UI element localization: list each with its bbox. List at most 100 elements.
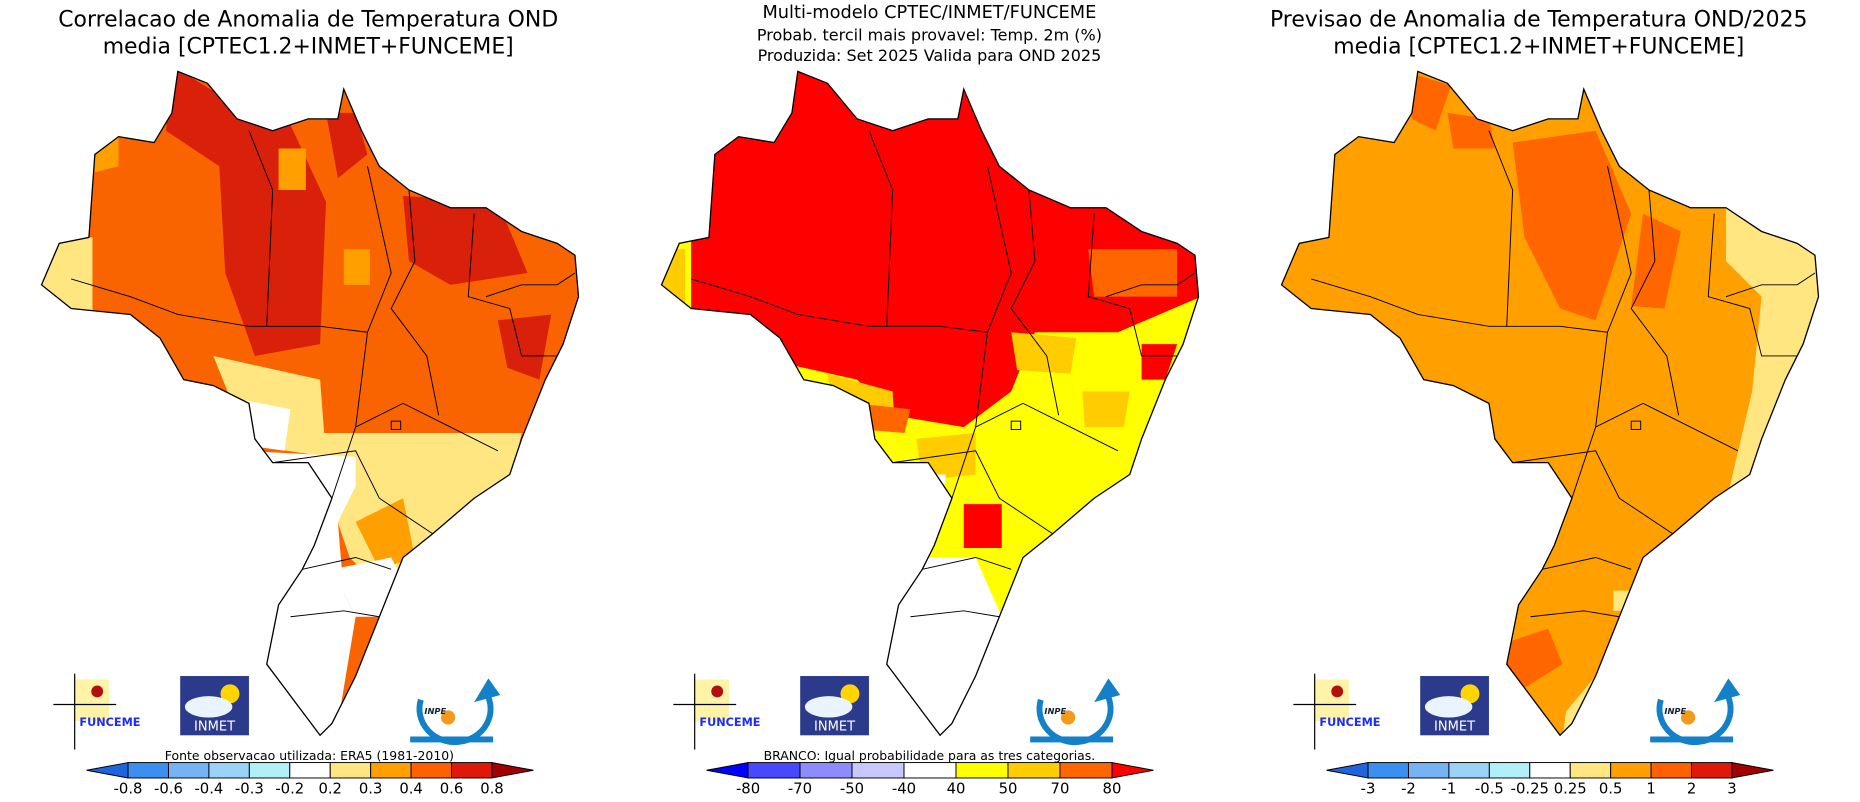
map-region-high	[1447, 112, 1495, 149]
map-region-high	[1088, 249, 1178, 297]
colorbar-swatch	[1569, 762, 1612, 779]
probability-map-panel: Multi-modelo CPTEC/INMET/FUNCEME Probab.…	[620, 0, 1240, 802]
map-region-high	[403, 195, 528, 285]
map-region-high	[1405, 71, 1452, 131]
map-region-high	[497, 314, 552, 380]
map-region-mid	[916, 433, 976, 481]
colorbar-tick-label: -2	[1401, 780, 1416, 797]
map-region-high	[165, 71, 327, 356]
colorbar-swatch	[370, 762, 412, 779]
colorbar-tick-label: 80	[1103, 780, 1122, 797]
colorbar-swatch	[955, 762, 1009, 779]
svg-text:INMET: INMET	[1434, 720, 1475, 735]
forecast-map: Previsao de Anomalia de Temperatura OND/…	[1270, 7, 1820, 797]
colorbar-tick-label: -0.25	[1511, 780, 1549, 797]
map-title-line1: Previsao de Anomalia de Temperatura OND/…	[1270, 7, 1808, 32]
svg-text:INMET: INMET	[814, 720, 855, 735]
colorbar-swatch	[903, 762, 957, 779]
colorbar: -80 -70 -50 -40 40 50 70 80	[706, 761, 1154, 797]
colorbar-swatch	[1407, 762, 1450, 779]
colorbar-swatch	[208, 762, 250, 779]
map-title-line2: media [CPTEC1.2+INMET+FUNCEME]	[103, 35, 514, 60]
map-title-line3: Produzida: Set 2025 Valida para OND 2025	[758, 46, 1102, 65]
colorbar-tick-label: -80	[736, 780, 760, 797]
map-title-line1: Correlacao de Anomalia de Temperatura ON…	[58, 7, 558, 32]
colorbar-tick-label: -0.4	[194, 780, 223, 797]
colorbar-swatch	[1007, 762, 1061, 779]
inmet-logo: INMET	[180, 676, 249, 736]
colorbar-swatch	[329, 762, 372, 779]
map-region-none	[892, 510, 919, 537]
inpe-logo: INPE	[1030, 678, 1121, 745]
colorbar-swatch	[1488, 762, 1531, 779]
data-source-note: Fonte observacao utilizada: ERA5 (1981-2…	[165, 748, 454, 763]
colorbar-over-triangle	[1731, 761, 1774, 779]
map-region-mid	[355, 498, 415, 570]
colorbar-swatch	[1691, 762, 1733, 779]
colorbar-swatch	[1610, 762, 1652, 779]
map-region-mid	[679, 130, 709, 179]
colorbar-over-triangle	[491, 761, 534, 779]
inpe-logo: INPE	[1650, 678, 1741, 745]
legend-note: BRANCO: Igual probabilidade para as tres…	[764, 748, 1096, 763]
map-region-high	[1512, 130, 1632, 321]
colorbar: -0.8 -0.6 -0.4 -0.3 -0.2 0.2 0.3 0.4 0.6 0.8	[86, 761, 534, 797]
colorbar-under-triangle	[86, 761, 129, 779]
colorbar-tick-label: 2	[1687, 780, 1696, 797]
colorbar-over-triangle	[1111, 761, 1154, 779]
colorbar-swatch	[1367, 762, 1409, 779]
colorbar-tick-label: 3	[1727, 780, 1736, 797]
forecast-map-panel: Previsao de Anomalia de Temperatura OND/…	[1240, 0, 1860, 802]
colorbar-swatch	[248, 762, 291, 779]
colorbar-swatch	[289, 762, 331, 779]
svg-text:INPE: INPE	[1044, 706, 1066, 716]
colorbar-swatch	[851, 762, 905, 779]
map-region-mid	[1082, 391, 1130, 428]
colorbar-tick-label: -1	[1442, 780, 1457, 797]
colorbar-swatch	[747, 762, 801, 779]
colorbar-swatch	[1650, 762, 1693, 779]
colorbar-under-triangle	[1326, 761, 1369, 779]
map-title-line1: Multi-modelo CPTEC/INMET/FUNCEME	[762, 2, 1096, 23]
svg-text:FUNCEME: FUNCEME	[699, 716, 760, 729]
map-region-none	[857, 557, 1002, 736]
map-region-high	[1500, 581, 1516, 605]
map-region-none	[916, 474, 947, 499]
svg-text:FUNCEME: FUNCEME	[79, 716, 140, 729]
map-region-mid	[278, 148, 306, 190]
colorbar-swatch	[1529, 762, 1571, 779]
svg-text:INPE: INPE	[424, 706, 446, 716]
colorbar-tick-label: -40	[892, 780, 916, 797]
funceme-logo: FUNCEME	[673, 673, 760, 750]
svg-text:INPE: INPE	[1664, 706, 1686, 716]
svg-text:INMET: INMET	[194, 720, 235, 735]
colorbar-swatch	[127, 762, 169, 779]
colorbar-tick-label: 0.3	[359, 780, 383, 797]
map-region-high	[1631, 213, 1681, 309]
map-region-mid	[1011, 332, 1077, 374]
colorbar-tick-label: -0.6	[154, 780, 183, 797]
colorbar-under-triangle	[706, 761, 749, 779]
colorbar-tick-label: 50	[999, 780, 1018, 797]
map-region-mid	[661, 249, 686, 303]
map-region-high	[326, 112, 368, 179]
colorbar-tick-label: 70	[1051, 780, 1070, 797]
map-region-base	[963, 504, 1002, 548]
inpe-logo: INPE	[410, 678, 501, 745]
colorbar-tick-label: 0.25	[1554, 780, 1587, 797]
correlation-map-panel: Correlacao de Anomalia de Temperatura ON…	[0, 0, 620, 802]
colorbar-tick-label: 0.5	[1599, 780, 1623, 797]
colorbar-tick-label: 0.2	[318, 780, 342, 797]
colorbar-tick-label: 40	[947, 780, 966, 797]
colorbar-swatch	[799, 762, 853, 779]
map-region-mid	[88, 130, 119, 173]
colorbar-swatch	[410, 762, 453, 779]
funceme-logo: FUNCEME	[53, 673, 140, 750]
colorbar-tick-label: -0.3	[235, 780, 264, 797]
colorbar-tick-label: -0.5	[1475, 780, 1504, 797]
map-title-line2: Probab. tercil mais provavel: Temp. 2m (…	[757, 26, 1102, 45]
colorbar-swatch	[1448, 762, 1490, 779]
colorbar-tick-label: 0.4	[399, 780, 423, 797]
colorbar-tick-label: 0.6	[440, 780, 464, 797]
inmet-logo: INMET	[1420, 676, 1489, 736]
